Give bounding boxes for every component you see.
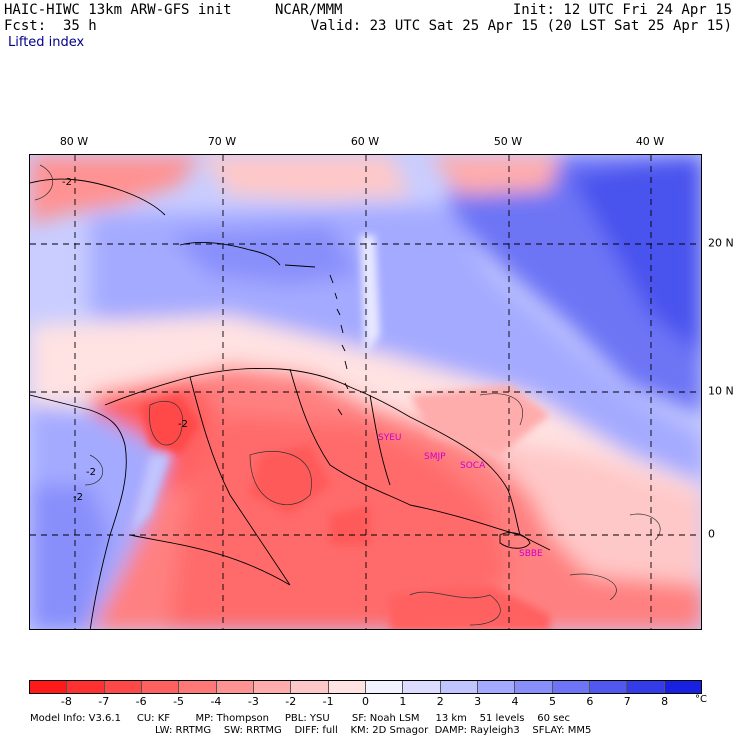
field-detail bbox=[130, 235, 550, 629]
colorbar-swatch bbox=[104, 681, 142, 693]
colorbar-tick-label: 7 bbox=[623, 695, 631, 708]
lon-label-50w: 50 W bbox=[493, 135, 523, 148]
field-name: Lifted index bbox=[8, 35, 85, 50]
station-label-smjp: SMJP bbox=[424, 452, 446, 462]
model-info-line2: LW: RRTMG SW: RRTMG DIFF: full KM: 2D Sm… bbox=[155, 725, 592, 736]
colorbar-swatch bbox=[216, 681, 254, 693]
contour-lines bbox=[34, 164, 661, 626]
lat-lon-grid bbox=[30, 155, 701, 629]
coastlines bbox=[30, 178, 551, 629]
org-label: NCAR/MMM bbox=[275, 2, 343, 18]
colorbar-tick-label: 3 bbox=[474, 695, 482, 708]
colorbar-swatch bbox=[253, 681, 292, 693]
colorbar-swatch bbox=[141, 681, 180, 693]
colorbar-tick-label: -8 bbox=[60, 695, 72, 708]
colorbar-tick-label: 6 bbox=[586, 695, 594, 708]
colorbar-swatch bbox=[179, 681, 217, 693]
colorbar-swatch bbox=[291, 681, 329, 693]
contour-label: -2 bbox=[178, 419, 188, 430]
colorbar-swatch bbox=[477, 681, 516, 693]
colorbar-tick-label: -1 bbox=[322, 695, 334, 708]
colorbar-tick-label: 0 bbox=[362, 695, 369, 708]
colorbar-swatch bbox=[365, 681, 404, 693]
lifted-index-map: -2 -2 -2 -2 SYEU SMJP SOCA SBBE bbox=[29, 154, 702, 630]
station-label-soca: SOCA bbox=[460, 461, 486, 471]
colorbar-swatch bbox=[515, 681, 553, 693]
lon-label-70w: 70 W bbox=[207, 135, 237, 148]
colorbar bbox=[29, 680, 702, 694]
colorbar-swatch bbox=[328, 681, 366, 693]
lat-label-20n: 20 N bbox=[708, 236, 734, 250]
contour-label: -2 bbox=[86, 467, 96, 478]
contour-label: -2 bbox=[62, 177, 72, 188]
colorbar-tick-label: -2 bbox=[285, 695, 297, 708]
colorbar-tick-label: -7 bbox=[98, 695, 110, 708]
colorbar-swatch bbox=[627, 681, 665, 693]
colorbar-tick-label: 2 bbox=[436, 695, 444, 708]
colorbar-swatch bbox=[30, 681, 68, 693]
colorbar-unit: °C bbox=[695, 694, 707, 705]
model-info-line1: Model Info: V3.6.1 CU: KF MP: Thompson P… bbox=[30, 713, 570, 724]
colorbar-tick-label: 8 bbox=[661, 695, 669, 708]
colorbar-tick-label: 5 bbox=[548, 695, 556, 708]
colorbar-swatch bbox=[664, 681, 701, 693]
colorbar-swatch bbox=[440, 681, 478, 693]
model-title: HAIC-HIWC 13km ARW-GFS init bbox=[4, 2, 232, 18]
station-label-sbbe: SBBE bbox=[519, 549, 543, 559]
colorbar-swatch bbox=[552, 681, 590, 693]
lat-label-eq: 0 bbox=[708, 527, 715, 541]
init-time: Init: 12 UTC Fri 24 Apr 15 bbox=[512, 2, 732, 18]
lon-label-80w: 80 W bbox=[59, 135, 89, 148]
colorbar-tick-label: -3 bbox=[247, 695, 259, 708]
colorbar-tick-label: -6 bbox=[135, 695, 147, 708]
forecast-hour: Fcst: 35 h bbox=[4, 18, 97, 34]
colorbar-tick-label: -4 bbox=[210, 695, 222, 708]
colorbar-tick-label: 4 bbox=[511, 695, 519, 708]
colorbar-swatch bbox=[589, 681, 628, 693]
colorbar-swatch bbox=[67, 681, 105, 693]
colorbar-swatch bbox=[403, 681, 441, 693]
lon-label-40w: 40 W bbox=[635, 135, 665, 148]
lon-label-60w: 60 W bbox=[350, 135, 380, 148]
map-canvas: -2 -2 -2 -2 bbox=[30, 155, 701, 629]
valid-time: Valid: 23 UTC Sat 25 Apr 15 (20 LST Sat … bbox=[310, 18, 732, 34]
lat-label-10n: 10 N bbox=[708, 384, 734, 398]
station-label-syeu: SYEU bbox=[378, 433, 402, 443]
colorbar-tick-label: 1 bbox=[399, 695, 407, 708]
colorbar-tick-label: -5 bbox=[173, 695, 185, 708]
contour-label: -2 bbox=[73, 492, 83, 503]
